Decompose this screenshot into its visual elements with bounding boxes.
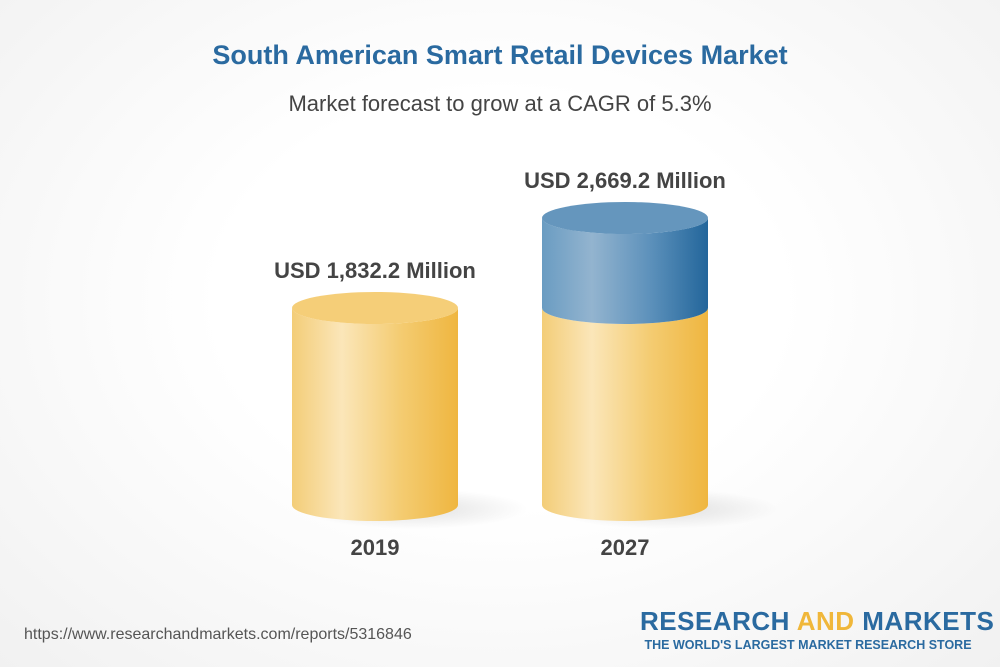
cylinder-base-2019 <box>292 308 458 521</box>
category-label: 2019 <box>351 535 400 560</box>
cylinder-growth-2027 <box>542 218 708 324</box>
chart-title: South American Smart Retail Devices Mark… <box>212 40 788 70</box>
cylinder-top-2027 <box>542 202 708 235</box>
data-label: USD 2,669.2 Million <box>524 168 726 193</box>
cylinder-chart: USD 1,832.2 Million 2019 USD 2,669.2 Milli… <box>274 168 778 560</box>
chart-subtitle: Market forecast to grow at a CAGR of 5.3… <box>288 91 712 116</box>
cylinder-top-2019 <box>292 292 458 324</box>
research-and-markets-logo: RESEARCH AND MARKETS THE WORLD'S LARGEST… <box>640 606 995 652</box>
category-label: 2027 <box>601 535 650 560</box>
source-url[interactable]: https://www.researchandmarkets.com/repor… <box>24 626 412 643</box>
data-label: USD 1,832.2 Million <box>274 258 476 283</box>
cylinder-base-2027 <box>542 308 708 521</box>
